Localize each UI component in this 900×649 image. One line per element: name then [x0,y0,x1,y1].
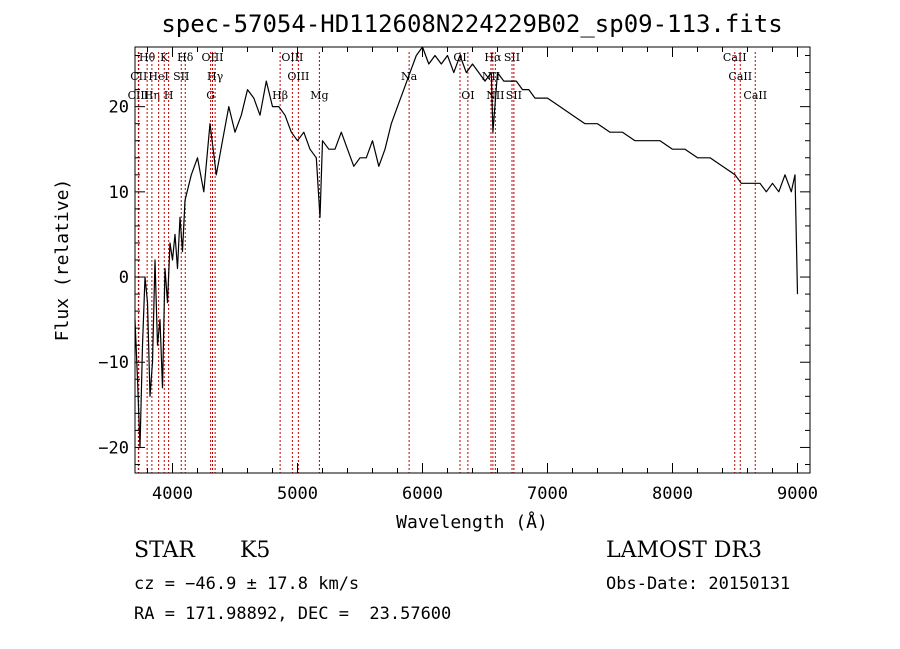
spectrum-series [134,46,799,448]
y-tick-label: 0 [119,268,129,288]
marker-label: Hγ [207,70,224,83]
spectrum-line [134,46,799,448]
plot-frame [134,46,811,474]
marker-label: H [164,89,174,102]
marker-label: Hδ [177,51,194,64]
marker-label: Mg [310,89,328,102]
marker-label: Na [401,70,418,83]
marker-label: OI [453,51,466,64]
marker-label: Hθ [139,51,156,64]
marker-label: SII [504,51,520,64]
marker-label: CIII [128,89,149,102]
y-axis-label: Flux (relative) [52,179,73,342]
x-tick-label: 5000 [277,484,318,504]
line-markers: HθHηCIICIIIHeIKHSIIHδOIIIHγGHβOIIIOIIIMg… [128,51,767,473]
object-subclass: K5 [240,538,271,563]
y-tick-label: 20 [109,98,129,118]
x-tick-label: 7000 [527,484,568,504]
x-tick-label: 6000 [402,484,443,504]
marker-label: SII [506,89,522,102]
marker-label: CaII [728,70,752,83]
marker-label: CaII [723,51,747,64]
marker-label: OIII [201,51,223,64]
chart-title: spec-57054-HD112608N224229B02_sp09-113.f… [161,10,782,38]
marker-label: Hη [144,89,160,102]
survey-name: LAMOST DR3 [606,538,762,563]
marker-label: HeI [148,70,168,83]
observation-date: Obs-Date: 20150131 [606,574,791,594]
x-axis-label: Wavelength (Å) [396,511,548,533]
marker-label: OI [461,89,474,102]
marker-label: G [206,89,215,102]
marker-label: SII [173,70,189,83]
marker-label: OIII [281,51,303,64]
object-class: STAR [134,538,195,563]
x-axis: 4000 5000 6000 7000 8000 9000 [147,47,818,504]
y-tick-label: −10 [98,353,129,373]
redshift-cz: cz = −46.9 ± 17.8 km/s [134,574,360,594]
coordinates: RA = 171.98892, DEC = 23.57600 [134,604,452,624]
marker-label: Hα [484,51,502,64]
y-axis: −20 −10 0 10 20 [98,55,810,465]
marker-label: OIII [287,70,309,83]
x-tick-label: 9000 [777,484,818,504]
y-tick-label: 10 [109,183,129,203]
marker-label: CaII [743,89,767,102]
marker-label: Hβ [272,89,288,102]
x-tick-label: 4000 [152,484,193,504]
marker-label: K [160,51,169,64]
x-tick-label: 8000 [652,484,693,504]
y-tick-label: −20 [98,438,129,458]
